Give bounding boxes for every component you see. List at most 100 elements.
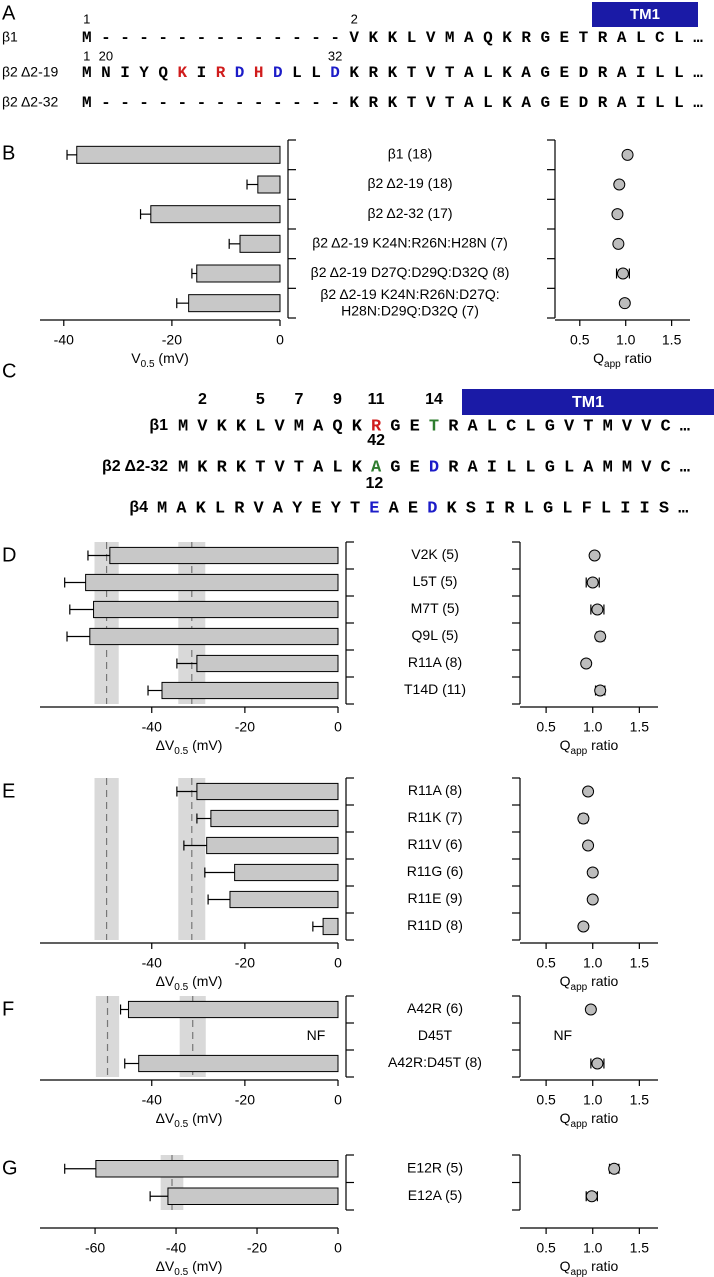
category-label: E12R (5) <box>407 1159 463 1175</box>
x-tick-label: 0 <box>334 1092 342 1108</box>
x-tick-label: 1.0 <box>583 1092 603 1108</box>
row-label: β2 Δ2-32 <box>2 94 59 110</box>
x-tick-label: -20 <box>235 1092 255 1108</box>
x-axis-title-part: Q <box>560 1258 571 1274</box>
point <box>586 576 599 589</box>
bar <box>229 890 339 909</box>
x-axis-title-part: ratio <box>587 737 618 753</box>
residue-number: 14 <box>425 391 443 408</box>
bar <box>85 573 339 592</box>
x-axis-title-part: (mV) <box>188 1110 222 1126</box>
bar <box>161 681 339 700</box>
category-label: E12A (5) <box>408 1187 462 1203</box>
x-axis-title-part: app <box>604 359 621 370</box>
x-axis-title-part: (mV) <box>188 973 222 989</box>
bar <box>95 1160 339 1178</box>
sequence-segment: R <box>371 417 390 436</box>
point <box>621 148 634 161</box>
x-axis-title: Qapp ratio <box>560 1110 619 1130</box>
sequence-segment: D <box>427 499 446 518</box>
sequence-segment: LL <box>292 64 330 82</box>
point <box>584 1003 597 1016</box>
category-label: A42R:D45T (8) <box>388 1054 482 1070</box>
sequence-segment: T <box>429 417 448 436</box>
x-tick-label: 1.0 <box>583 719 603 735</box>
category-label: R11A (8) <box>408 782 462 798</box>
sequence-segment: D <box>235 64 254 82</box>
bar <box>109 546 339 565</box>
x-axis-title-part: ΔV <box>156 737 175 753</box>
x-tick-label: 0 <box>334 955 342 971</box>
x-axis-title: Qapp ratio <box>593 350 652 370</box>
x-axis-title-part: ratio <box>587 1110 618 1126</box>
sequence-segment: MVKKLVMAQK <box>178 417 371 436</box>
panel-letter: G <box>2 1157 18 1179</box>
label-line: H28N:D29Q:D32Q (7) <box>341 302 479 318</box>
bar <box>257 175 281 194</box>
tm1-box <box>592 2 698 27</box>
sequence-segment: MKRKTVTALK <box>178 458 371 477</box>
category-label: R11D (8) <box>407 917 463 933</box>
residue-number: 20 <box>99 48 113 63</box>
point <box>616 267 629 280</box>
sequence-segment: MNIYQ <box>82 64 178 82</box>
point <box>586 866 599 879</box>
sequence-segment: RALCLGVTMVVC… <box>448 417 699 436</box>
category-label: D45T <box>418 1027 453 1043</box>
x-tick-label: 0.5 <box>536 1240 556 1256</box>
row-label: β1 <box>2 29 18 45</box>
x-axis-title-part: (mV) <box>188 737 222 753</box>
bar <box>196 654 339 673</box>
row-label: β1 <box>149 417 168 434</box>
x-tick-label: -20 <box>162 332 182 348</box>
x-axis-title-part: Q <box>560 1110 571 1126</box>
sequence-segment: KRKTVTALKAGEDRAILL… <box>349 64 712 82</box>
point <box>582 785 595 798</box>
x-axis-title-part: ΔV <box>156 973 175 989</box>
category-label: R11G (6) <box>407 863 464 879</box>
panel-letter: B <box>2 142 15 164</box>
sequence-segment: RAILLGLAMMVC… <box>448 458 699 477</box>
category-label: β2 Δ2-19 (18) <box>367 175 452 191</box>
x-axis-title-part: ΔV <box>156 1258 175 1274</box>
bar <box>150 205 281 224</box>
x-tick-label: 1.5 <box>630 719 650 735</box>
x-tick-label: 0.5 <box>536 719 556 735</box>
x-axis-title: Qapp ratio <box>560 1258 619 1277</box>
category-label: M7T (5) <box>411 600 460 616</box>
x-tick-label: -40 <box>142 1092 162 1108</box>
x-axis-title-part: Q <box>593 350 604 366</box>
point <box>608 1162 621 1175</box>
residue-number: 9 <box>333 391 342 408</box>
x-tick-label: 1.0 <box>583 955 603 971</box>
x-axis-title-part: Q <box>560 973 571 989</box>
sequence-segment: D <box>273 64 292 82</box>
x-tick-label: -20 <box>247 1240 267 1256</box>
bar <box>234 863 339 882</box>
x-axis-title: ΔV0.5 (mV) <box>156 973 223 993</box>
category-label: β2 Δ2-32 (17) <box>367 205 452 221</box>
x-tick-label: 1.0 <box>583 1240 603 1256</box>
bar <box>138 1054 339 1073</box>
residue-number: 5 <box>256 391 265 408</box>
residue-number: 2 <box>351 11 358 26</box>
sequence-segment: KSIRLGLFLIIS… <box>447 499 698 518</box>
x-axis-title: ΔV0.5 (mV) <box>156 737 223 757</box>
sequence-segment: R <box>216 64 235 82</box>
value-label: NF <box>307 1027 326 1043</box>
x-axis-title-part: app <box>571 746 588 757</box>
sequence-segment: K <box>178 64 197 82</box>
panel-letter: C <box>2 360 16 382</box>
point <box>591 603 604 616</box>
point <box>594 630 607 643</box>
row-label: β4 <box>129 499 148 516</box>
x-axis-title: Qapp ratio <box>560 973 619 993</box>
sequence-segment: GE <box>390 458 429 477</box>
x-tick-label: 0.5 <box>536 955 556 971</box>
x-tick-label: 0 <box>334 719 342 735</box>
panel-letter: F <box>2 998 14 1020</box>
x-axis-title-part: Q <box>560 737 571 753</box>
x-axis-title-part: ratio <box>621 350 652 366</box>
x-axis-title-part: 0.5 <box>174 1119 188 1130</box>
category-label: β2 Δ2-19 D27Q:D29Q:D32Q (8) <box>311 264 510 280</box>
